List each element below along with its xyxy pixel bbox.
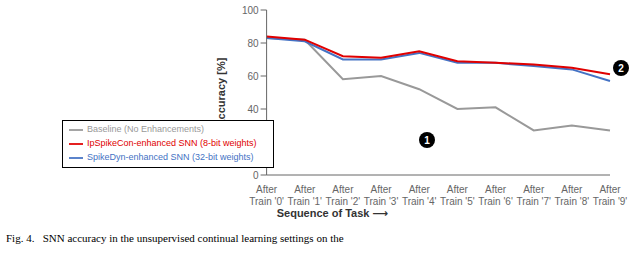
svg-text:AfterTrain '8': AfterTrain '8'	[555, 184, 590, 205]
svg-text:AfterTrain '2': AfterTrain '2'	[326, 184, 361, 205]
svg-text:AfterTrain '4': AfterTrain '4'	[402, 184, 437, 205]
svg-text:Accuracy [%]: Accuracy [%]	[215, 57, 227, 127]
svg-text:AfterTrain '5': AfterTrain '5'	[440, 184, 475, 205]
svg-text:80: 80	[247, 38, 259, 49]
svg-text:100: 100	[242, 5, 259, 16]
svg-text:AfterTrain '3': AfterTrain '3'	[364, 184, 399, 205]
svg-text:AfterTrain '0': AfterTrain '0'	[249, 184, 284, 205]
svg-text:60: 60	[247, 71, 259, 82]
svg-text:AfterTrain '1': AfterTrain '1'	[287, 184, 322, 205]
svg-text:AfterTrain '6': AfterTrain '6'	[478, 184, 513, 205]
svg-text:AfterTrain '9': AfterTrain '9'	[593, 184, 628, 205]
svg-text:AfterTrain '7': AfterTrain '7'	[516, 184, 551, 205]
svg-text:0: 0	[253, 170, 259, 181]
svg-text:40: 40	[247, 104, 259, 115]
svg-text:20: 20	[247, 137, 259, 148]
